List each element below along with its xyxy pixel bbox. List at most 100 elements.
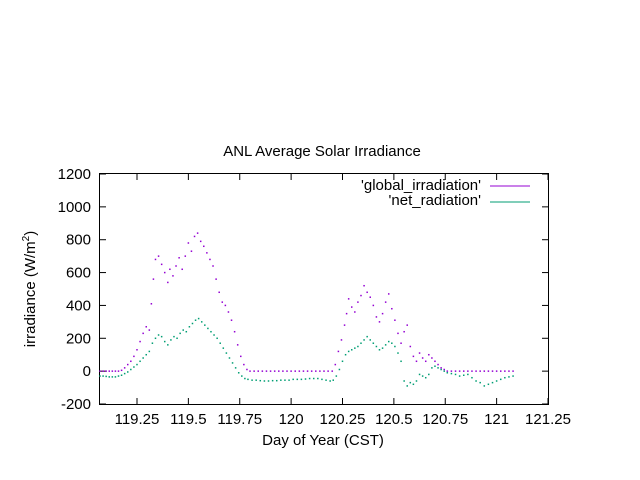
- global-irradiation-point: [409, 345, 412, 348]
- net-radiation-point: [160, 335, 163, 338]
- global-irradiation-point: [261, 370, 264, 372]
- y-tick-label: -200: [61, 396, 91, 413]
- global-irradiation-point: [491, 370, 494, 372]
- global-irradiation-point: [184, 255, 187, 257]
- global-irradiation-point: [384, 301, 387, 303]
- net-radiation-point: [213, 334, 215, 336]
- series-net-radiation: [99, 317, 514, 387]
- net-radiation-point: [108, 376, 110, 378]
- global-irradiation-point: [462, 370, 465, 372]
- y-axis: -200 0 200 400 600 800 1000 1200: [58, 166, 548, 413]
- global-irradiation-point: [512, 370, 514, 372]
- y-axis-label: irradiance (W/m2): [21, 231, 39, 347]
- global-irradiation-point: [415, 360, 418, 363]
- net-radiation-point: [228, 357, 231, 359]
- global-irradiation-point: [142, 332, 144, 335]
- net-radiation-point: [312, 377, 315, 380]
- global-irradiation-point: [381, 312, 384, 315]
- global-irradiation-point: [334, 363, 337, 366]
- y-tick-label: 400: [66, 297, 91, 314]
- net-radiation-point: [454, 373, 457, 376]
- global-irradiation-point: [340, 339, 343, 341]
- net-radiation-point: [231, 362, 234, 364]
- global-irradiation-point: [163, 271, 166, 274]
- legend-label-global: 'global_irradiation': [361, 177, 481, 194]
- global-irradiation-point: [437, 363, 439, 366]
- net-radiation-point: [341, 360, 344, 363]
- global-irradiation-point: [227, 311, 230, 313]
- y-axis-label-main: irradiance (W/m: [22, 241, 39, 347]
- x-tick-label: 120.25: [320, 411, 366, 428]
- global-irradiation-point: [406, 324, 408, 326]
- global-irradiation-point: [172, 275, 174, 277]
- net-radiation-point: [300, 378, 303, 381]
- net-radiation-point: [384, 344, 387, 346]
- global-irradiation-point: [157, 255, 160, 257]
- x-tick-label: 120: [279, 411, 304, 428]
- net-radiation-point: [188, 326, 191, 328]
- global-irradiation-point: [230, 319, 233, 321]
- global-irradiation-point: [178, 257, 180, 259]
- global-irradiation-point: [372, 304, 375, 307]
- net-radiation-point: [329, 380, 331, 382]
- net-radiation-point: [403, 380, 405, 382]
- global-irradiation-point: [130, 360, 132, 363]
- net-radiation-point: [504, 376, 506, 379]
- global-irradiation-point: [203, 245, 205, 248]
- global-irradiation-point: [391, 307, 393, 310]
- global-irradiation-point: [139, 340, 141, 343]
- global-irradiation-point: [378, 321, 381, 323]
- net-radiation-point: [244, 377, 246, 380]
- global-irradiation-point: [354, 311, 356, 313]
- global-irradiation-point: [196, 232, 199, 234]
- global-irradiation-point: [243, 363, 245, 366]
- net-radiation-point: [154, 337, 157, 340]
- net-radiation-point: [366, 335, 368, 338]
- global-irradiation-point: [190, 250, 193, 252]
- net-radiation-point: [369, 339, 371, 341]
- net-radiation-point: [259, 379, 262, 382]
- global-irradiation-point: [99, 370, 101, 372]
- net-radiation-point: [344, 353, 347, 356]
- global-irradiation-point: [343, 324, 346, 326]
- global-irradiation-point: [360, 294, 362, 297]
- global-irradiation-point: [483, 370, 486, 372]
- legend-label-net: 'net_radiation': [389, 192, 482, 209]
- global-irradiation-point: [240, 355, 242, 358]
- global-irradiation-point: [394, 319, 396, 321]
- net-radiation-point: [157, 334, 160, 336]
- net-radiation-point: [170, 339, 172, 341]
- x-axis: 119.25 119.5 119.75 120 120.25 120.5 120.75 121…: [115, 174, 571, 428]
- net-radiation-point: [255, 379, 257, 381]
- global-irradiation-point: [363, 284, 365, 287]
- global-irradiation-point: [181, 268, 183, 271]
- global-irradiation-point: [212, 265, 214, 267]
- net-radiation-point: [394, 345, 396, 348]
- global-irradiation-point: [471, 370, 473, 372]
- net-radiation-point: [467, 373, 469, 376]
- net-radiation-point: [167, 344, 169, 346]
- net-radiation-point: [207, 327, 209, 330]
- net-radiation-point: [378, 349, 381, 351]
- net-radiation-point: [102, 375, 104, 377]
- net-radiation-point: [406, 385, 408, 387]
- net-radiation-point: [471, 376, 473, 379]
- net-radiation-point: [111, 376, 114, 378]
- net-radiation-point: [415, 380, 418, 382]
- global-irradiation-point: [221, 301, 224, 303]
- net-radiation-point: [288, 379, 290, 381]
- net-radiation-point: [363, 339, 365, 341]
- global-irradiation-point: [397, 332, 399, 335]
- net-radiation-point: [117, 375, 120, 377]
- x-axis-label: Day of Year (CST): [262, 432, 384, 449]
- global-irradiation-point: [504, 370, 506, 372]
- net-radiation-point: [421, 375, 424, 377]
- global-irradiation-point: [148, 329, 151, 331]
- global-irradiation-point: [286, 370, 288, 372]
- net-radiation-point: [424, 376, 427, 379]
- net-radiation-point: [280, 379, 282, 381]
- global-irradiation-point: [123, 367, 126, 369]
- global-irradiation-point: [331, 370, 333, 372]
- net-radiation-point: [133, 366, 135, 368]
- net-radiation-point: [508, 376, 510, 378]
